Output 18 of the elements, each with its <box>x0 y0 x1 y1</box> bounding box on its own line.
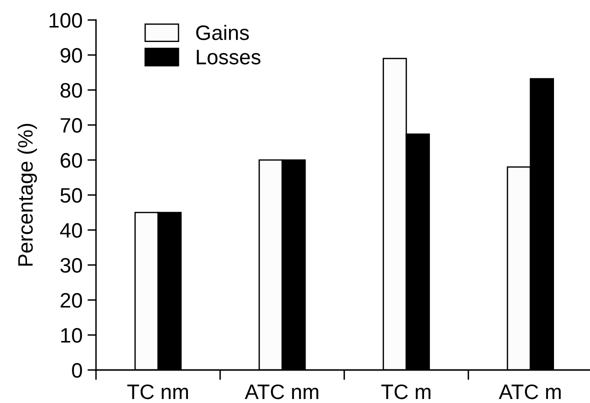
y-axis-title: Percentage (%) <box>18 124 37 266</box>
y-tick-label: 50 <box>60 188 82 203</box>
x-tick-label: ATC nm <box>244 384 318 400</box>
x-tick-label: ATC m <box>498 384 561 400</box>
y-tick-label: 90 <box>60 48 82 63</box>
x-tick-label: TC nm <box>127 384 188 400</box>
y-tick-label: 20 <box>60 293 82 308</box>
y-tick-label: 100 <box>50 13 82 28</box>
y-tick-label: 10 <box>61 328 82 343</box>
y-tick-label: 30 <box>60 258 82 273</box>
y-tick-label: 80 <box>60 83 82 98</box>
legend-label: Losses <box>196 50 260 64</box>
y-tick-label: 70 <box>60 118 82 133</box>
legend-label: Gains <box>196 24 249 40</box>
y-tick-label: 60 <box>60 153 82 168</box>
y-tick-label: 0 <box>72 363 82 378</box>
y-tick-label: 40 <box>60 223 82 238</box>
x-tick-label: TC m <box>381 384 430 400</box>
